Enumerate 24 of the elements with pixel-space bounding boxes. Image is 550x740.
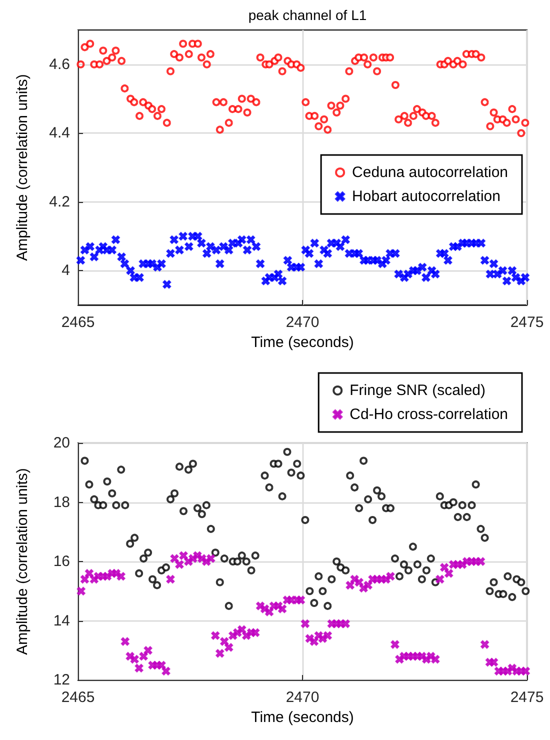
y-axis-title: Amplitude (correlation units) xyxy=(14,468,31,655)
x-axis-title: Time (seconds) xyxy=(251,334,354,351)
y-tick-label: 18 xyxy=(53,494,70,511)
x-tick-label: 2470 xyxy=(286,314,320,331)
x-tick-label: 2465 xyxy=(61,689,95,706)
x-tick-label: 2465 xyxy=(61,314,95,331)
chart-title: peak channel of L1 xyxy=(248,7,367,23)
y-tick-label: 16 xyxy=(53,553,70,570)
y-tick-label: 12 xyxy=(53,672,70,688)
x-tick-label: 2475 xyxy=(510,314,544,331)
y-tick-label: 14 xyxy=(53,612,70,630)
y-tick-label: 4.2 xyxy=(49,193,70,210)
x-axis-title: Time (seconds) xyxy=(251,708,354,726)
legend-label: Ceduna autocorrelation xyxy=(352,164,508,181)
y-tick-label: 4.4 xyxy=(49,124,70,142)
x-tick-label: 2475 xyxy=(510,689,544,706)
y-axis-title: Amplitude (correlation units) xyxy=(14,74,31,261)
x-tick-label: 2470 xyxy=(286,689,320,706)
legend-label: Cd-Ho cross-correlation xyxy=(350,406,508,423)
legend-label: Hobart autocorrelation xyxy=(352,188,500,205)
legend-label: Fringe SNR (scaled) xyxy=(350,382,486,399)
y-tick-label: 20 xyxy=(53,434,70,452)
y-tick-label: 4.6 xyxy=(49,56,70,73)
y-tick-label: 4 xyxy=(62,262,70,280)
